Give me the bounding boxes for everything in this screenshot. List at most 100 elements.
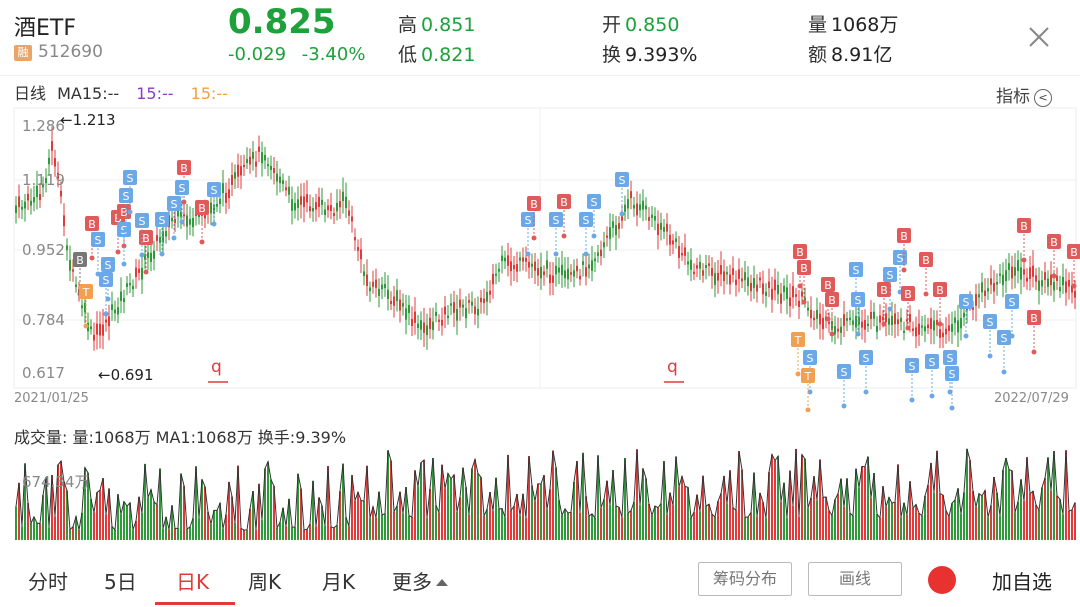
volume-bar <box>969 460 971 540</box>
signal-letter: B <box>88 218 96 231</box>
candle-body <box>504 257 506 262</box>
candle-body <box>66 245 68 251</box>
candle-body <box>387 289 389 299</box>
signal-dot <box>181 199 187 205</box>
candle-body <box>732 268 734 275</box>
volume-bar <box>1026 457 1028 540</box>
signal-dot <box>525 251 531 257</box>
candle-body <box>858 316 860 325</box>
candle-body <box>285 187 287 191</box>
candle-body <box>654 215 656 221</box>
volume-legend: 成交量: 量:1068万 MA1:1068万 换手:9.39% <box>14 428 347 447</box>
record-icon[interactable] <box>928 566 956 594</box>
signal-badge <box>851 292 865 307</box>
candle-body <box>429 317 431 330</box>
volume-bar <box>1065 450 1067 540</box>
volume-bar <box>1062 514 1064 540</box>
volume-bar <box>912 508 914 540</box>
tab-5day[interactable]: 5日 <box>104 570 137 594</box>
tab-weekly-k[interactable]: 周K <box>248 570 282 594</box>
candle-body <box>624 204 626 212</box>
draw-line-button[interactable]: 画线 <box>808 562 902 596</box>
candle-body <box>51 141 53 151</box>
volume-bar <box>456 511 458 540</box>
candle-body <box>27 193 29 201</box>
candle-body <box>591 260 593 271</box>
candle-body <box>273 168 275 173</box>
volume-bar <box>519 515 521 540</box>
signal-dot <box>143 269 149 275</box>
open-label: 开 <box>602 14 622 36</box>
signal-badge <box>997 330 1011 345</box>
signal-dot <box>619 211 625 217</box>
volume-bar <box>618 507 620 540</box>
volume-bar <box>954 499 956 540</box>
signal-badge <box>123 170 137 185</box>
volume-bar <box>84 467 86 540</box>
candle-body <box>1008 263 1010 271</box>
signal-letter: B <box>560 196 568 209</box>
tab-monthly-k[interactable]: 月K <box>322 570 356 594</box>
candle-body <box>855 315 857 328</box>
volume-bar <box>177 528 179 540</box>
candle-body <box>954 317 956 323</box>
add-watchlist-button[interactable]: 加自选 <box>992 570 1052 594</box>
volume-bar <box>996 492 998 540</box>
volume-bar <box>834 499 836 540</box>
candle-body <box>927 324 929 329</box>
volume-bar <box>558 500 560 540</box>
candle-body <box>363 271 365 276</box>
volume-bar <box>1044 478 1046 540</box>
volume-bar <box>147 497 149 540</box>
volume-bar <box>216 510 218 540</box>
chip-distribution-button[interactable]: 筹码分布 <box>698 562 792 596</box>
candle-body <box>1029 267 1031 279</box>
volume-bar <box>513 506 515 540</box>
security-name: 酒ETF <box>14 16 76 41</box>
volume-bar <box>690 517 692 540</box>
volume-bar <box>636 449 638 540</box>
volume-bar <box>174 528 176 540</box>
candle-body <box>156 235 158 242</box>
signal-dot <box>127 209 133 215</box>
volume-bar <box>651 515 653 540</box>
volume-bar <box>1053 450 1055 540</box>
kline-chart[interactable]: BBBBBBBSSSSSSSSSSSSBSBSSSTBBBBSSBSSBBBBB… <box>0 100 1080 412</box>
tab-more[interactable]: 更多 <box>392 566 448 595</box>
candle-body <box>810 309 812 319</box>
volume-bar <box>573 481 575 540</box>
indicator-label: 指标 <box>996 87 1030 107</box>
volume-bar <box>528 456 530 540</box>
signal-letter: S <box>211 184 218 197</box>
volume-bar <box>594 517 596 540</box>
tab-intraday[interactable]: 分时 <box>28 570 68 594</box>
volume-bar <box>141 513 143 540</box>
candle-body <box>873 311 875 319</box>
volume-bar <box>480 477 482 540</box>
candle-body <box>861 321 863 328</box>
signal-badge <box>821 277 835 292</box>
candle-body <box>252 151 254 159</box>
volume-bar <box>345 517 347 540</box>
candle-body <box>984 290 986 297</box>
candle-body <box>951 324 953 332</box>
volume-bar <box>786 517 788 540</box>
candle-body <box>93 334 95 341</box>
candle-body <box>561 264 563 276</box>
candle-body <box>699 261 701 269</box>
indicator-button[interactable]: 指标 < <box>996 82 1052 107</box>
signal-letter: S <box>853 264 860 277</box>
volume-bar <box>333 527 335 540</box>
volume-bar <box>1029 493 1031 540</box>
volume-bar <box>201 479 203 540</box>
close-icon[interactable] <box>1026 24 1052 50</box>
signal-dot <box>947 389 953 395</box>
volume-chart[interactable]: 674.34万 <box>0 440 1080 542</box>
candle-body <box>672 240 674 245</box>
volume-bar <box>702 475 704 540</box>
candle-body <box>459 299 461 308</box>
tab-daily-k[interactable]: 日K <box>176 570 210 594</box>
candle-body <box>726 272 728 275</box>
volume-bar <box>807 508 809 540</box>
signal-badge <box>877 282 891 297</box>
